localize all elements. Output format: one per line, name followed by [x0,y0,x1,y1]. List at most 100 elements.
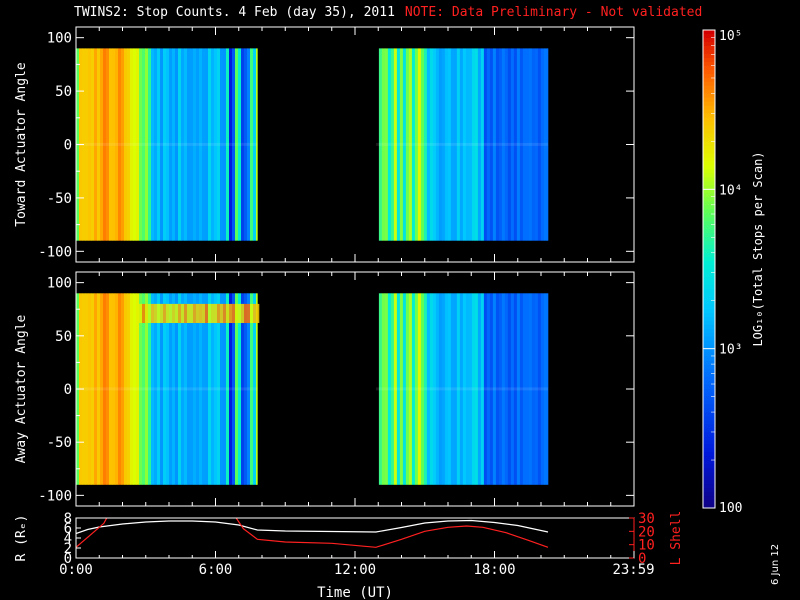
away-heatmap-strip [459,293,464,485]
colorbar: 10⁵ 10⁴ 10³ 100 LOG₁₀(Total Stops per Scan) [702,29,765,516]
colorbar-step [703,201,715,206]
colorbar-step [703,484,715,489]
colorbar-step [703,81,715,87]
toward-heatmap-strip [163,48,167,241]
away-heatmap-strip [103,293,107,485]
away-band-strip [250,303,254,323]
toward-heatmap-strip [507,48,512,241]
away-heatmap-strip [145,293,149,485]
toward-heatmap-strip [154,48,158,241]
toward-heatmap-strip [447,48,452,241]
away-heatmap-strip [543,293,548,485]
toward-heatmap-strip [522,48,527,241]
away-band-strip [160,303,164,323]
colorbar-step [703,312,715,318]
colorbar-step [703,504,715,509]
away-band-strip [211,303,215,323]
toward-heatmap-strip [498,48,503,241]
away-heatmap-strip [85,293,89,485]
toward-heatmap-strip [214,48,218,241]
title-main: TWINS2: Stop Counts. 4 Feb (day 35), 201… [74,5,395,20]
eph-xtick-label: 18:00 [473,562,515,578]
colorbar-step [703,388,715,393]
away-band-strip [172,303,176,323]
toward-heatmap-strip [537,48,542,241]
colorbar-step [703,404,715,409]
toward-heatmap-strip [444,48,449,241]
away-band-strip [223,303,227,323]
toward-ytick-label: 100 [47,31,72,47]
away-heatmap-strip [163,293,167,485]
away-heatmap-strip [142,293,146,485]
colorbar-step [703,396,715,401]
colorbar-step [703,105,715,111]
away-heatmap-strip [124,293,128,485]
toward-heatmap-strip [513,48,518,241]
away-heatmap-strip [235,293,239,485]
away-heatmap-strip [453,293,458,485]
toward-heatmap-strip [474,48,479,241]
title-note: NOTE: Data Preliminary - Not validated [404,5,703,20]
away-heatmap-strip [91,293,95,485]
r-ytick-label: 2 [64,541,72,557]
away-heatmap-strip [223,293,227,485]
toward-heatmap-strip [456,48,461,241]
toward-heatmap-strip [540,48,545,241]
colorbar-step [703,33,715,39]
colorbar-step [703,73,715,79]
colorbar-tick-label: 10⁴ [719,183,742,198]
away-band-strip [196,303,200,323]
away-heatmap-strip [109,293,113,485]
colorbar-step [703,261,715,266]
lshell-ytick-label: 0 [638,551,646,567]
away-heatmap-strip [247,293,251,485]
toward-heatmap-strip [136,48,140,241]
toward-heatmap-strip [435,48,440,241]
toward-heatmap-strip [118,48,122,241]
toward-heatmap-strip [157,48,161,241]
away-heatmap-strip [208,293,212,485]
colorbar-step [703,488,715,493]
away-band-strip [169,303,173,323]
colorbar-step [703,320,715,326]
away-band-strip [256,303,260,323]
away-heatmap-strip [193,293,197,485]
figure-title: TWINS2: Stop Counts. 4 Feb (day 35), 201… [74,5,702,23]
toward-heatmap-strip [187,48,191,241]
toward-heatmap-strip [130,48,134,241]
colorbar-step [703,340,715,346]
away-heatmap-strip [471,293,476,485]
away-heatmap-strip [166,293,170,485]
toward-heatmap-strip [238,48,242,241]
away-heatmap-strip [157,293,161,485]
colorbar-step [703,265,715,270]
away-heatmap-strip [130,293,134,485]
away-heatmap-strip [112,293,116,485]
r-ylabel: R (Rₑ) [14,515,29,562]
eph-xtick-label: 0:00 [59,562,93,578]
eph-xtick-label: 12:00 [334,562,376,578]
away-heatmap-strip [492,293,497,485]
toward-heatmap-strip [97,48,101,241]
r-ytick-label: 8 [64,511,72,527]
away-heatmap-strip [438,293,443,485]
lshell-ytick-label: 10 [638,538,655,554]
toward-heatmap-strip [417,48,422,241]
colorbar-step [703,328,715,334]
colorbar-step [703,41,715,47]
colorbar-step [703,37,715,43]
away-heatmap-strip [100,293,104,485]
toward-heatmap-strip [450,48,455,241]
away-heatmap-strip [477,293,482,485]
away-heatmap-strip [462,293,467,485]
colorbar-step [703,141,715,147]
toward-heatmap-strip [543,48,548,241]
colorbar-step [703,336,715,342]
r-ytick-label: 4 [64,531,72,547]
colorbar-step [703,496,715,501]
toward-heatmap-strip [196,48,200,241]
away-heatmap-strip [525,293,530,485]
away-heatmap-strip [516,293,521,485]
colorbar-step [703,472,715,477]
toward-heatmap-strip [223,48,227,241]
